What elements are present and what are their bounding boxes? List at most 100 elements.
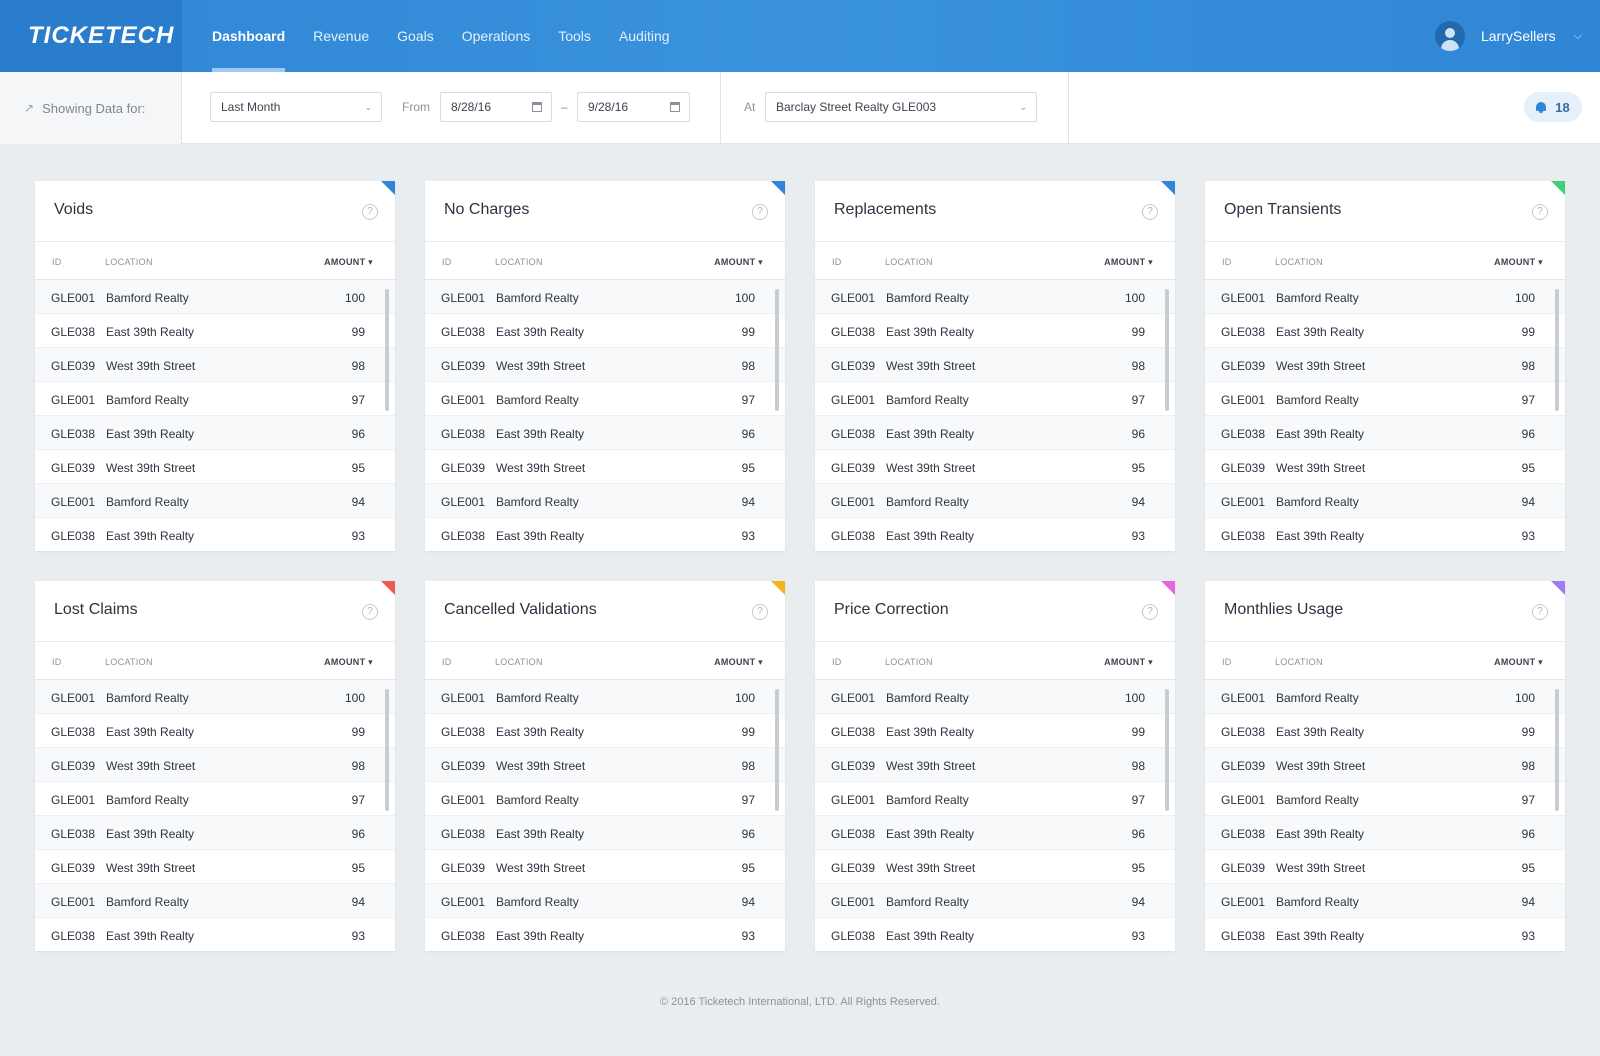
table-row[interactable]: GLE038 East 39th Realty 99 [1205, 314, 1565, 348]
table-row[interactable]: GLE038 East 39th Realty 96 [35, 816, 395, 850]
table-row[interactable]: GLE038 East 39th Realty 96 [35, 416, 395, 450]
table-row[interactable]: GLE001 Bamford Realty 97 [815, 382, 1175, 416]
table-row[interactable]: GLE038 East 39th Realty 93 [425, 918, 785, 951]
table-row[interactable]: GLE038 East 39th Realty 93 [815, 918, 1175, 951]
help-icon[interactable]: ? [752, 204, 768, 220]
user-menu[interactable]: LarrySellers ⌵ [1434, 0, 1582, 72]
table-row[interactable]: GLE001 Bamford Realty 94 [35, 484, 395, 518]
ticketech-logo[interactable]: TICKETECH [28, 22, 175, 49]
column-header-id[interactable]: ID [442, 257, 452, 267]
table-row[interactable]: GLE038 East 39th Realty 93 [35, 918, 395, 951]
table-row[interactable]: GLE038 East 39th Realty 93 [35, 518, 395, 551]
column-header-location[interactable]: LOCATION [885, 257, 933, 267]
table-row[interactable]: GLE039 West 39th Street 98 [1205, 348, 1565, 382]
username[interactable]: LarrySellers [1480, 28, 1556, 44]
table-row[interactable]: GLE001 Bamford Realty 100 [1205, 280, 1565, 314]
help-icon[interactable]: ? [1142, 604, 1158, 620]
column-header-amount[interactable]: AMOUNT ▾ [1104, 257, 1153, 267]
table-row[interactable]: GLE038 East 39th Realty 96 [1205, 416, 1565, 450]
table-row[interactable]: GLE038 East 39th Realty 96 [815, 416, 1175, 450]
table-row[interactable]: GLE001 Bamford Realty 94 [815, 484, 1175, 518]
table-row[interactable]: GLE001 Bamford Realty 100 [425, 680, 785, 714]
column-header-location[interactable]: LOCATION [495, 257, 543, 267]
table-row[interactable]: GLE001 Bamford Realty 94 [35, 884, 395, 918]
table-row[interactable]: GLE039 West 39th Street 95 [35, 450, 395, 484]
column-header-amount[interactable]: AMOUNT ▾ [1494, 257, 1543, 267]
column-header-id[interactable]: ID [442, 657, 452, 667]
table-row[interactable]: GLE039 West 39th Street 95 [815, 850, 1175, 884]
table-row[interactable]: GLE001 Bamford Realty 97 [1205, 382, 1565, 416]
location-select[interactable]: Barclay Street Realty GLE003 ⌄ [765, 92, 1037, 122]
table-row[interactable]: GLE038 East 39th Realty 99 [35, 714, 395, 748]
table-row[interactable]: GLE039 West 39th Street 95 [1205, 450, 1565, 484]
table-row[interactable]: GLE001 Bamford Realty 94 [815, 884, 1175, 918]
table-row[interactable]: GLE038 East 39th Realty 99 [425, 714, 785, 748]
column-header-id[interactable]: ID [1222, 657, 1232, 667]
column-header-amount[interactable]: AMOUNT ▾ [714, 657, 763, 667]
table-row[interactable]: GLE039 West 39th Street 98 [425, 348, 785, 382]
table-row[interactable]: GLE038 East 39th Realty 93 [1205, 918, 1565, 951]
scrollbar[interactable] [775, 289, 779, 411]
column-header-id[interactable]: ID [832, 657, 842, 667]
table-row[interactable]: GLE039 West 39th Street 98 [425, 748, 785, 782]
table-row[interactable]: GLE001 Bamford Realty 100 [35, 280, 395, 314]
scrollbar[interactable] [385, 689, 389, 811]
table-row[interactable]: GLE038 East 39th Realty 99 [425, 314, 785, 348]
table-row[interactable]: GLE001 Bamford Realty 97 [35, 782, 395, 816]
column-header-amount[interactable]: AMOUNT ▾ [714, 257, 763, 267]
table-row[interactable]: GLE001 Bamford Realty 97 [425, 382, 785, 416]
table-row[interactable]: GLE001 Bamford Realty 100 [425, 280, 785, 314]
table-row[interactable]: GLE001 Bamford Realty 100 [815, 280, 1175, 314]
column-header-amount[interactable]: AMOUNT ▾ [1104, 657, 1153, 667]
table-row[interactable]: GLE001 Bamford Realty 100 [1205, 680, 1565, 714]
column-header-id[interactable]: ID [1222, 257, 1232, 267]
column-header-location[interactable]: LOCATION [495, 657, 543, 667]
table-row[interactable]: GLE039 West 39th Street 98 [815, 348, 1175, 382]
help-icon[interactable]: ? [752, 604, 768, 620]
scrollbar[interactable] [1165, 689, 1169, 811]
column-header-amount[interactable]: AMOUNT ▾ [324, 657, 373, 667]
nav-operations[interactable]: Operations [461, 28, 531, 44]
scrollbar[interactable] [775, 689, 779, 811]
table-row[interactable]: GLE001 Bamford Realty 94 [1205, 484, 1565, 518]
help-icon[interactable]: ? [1532, 204, 1548, 220]
scrollbar[interactable] [385, 289, 389, 411]
table-row[interactable]: GLE039 West 39th Street 98 [1205, 748, 1565, 782]
help-icon[interactable]: ? [362, 204, 378, 220]
nav-dashboard[interactable]: Dashboard [196, 0, 301, 72]
notifications-badge[interactable]: 18 [1524, 92, 1582, 122]
scrollbar[interactable] [1555, 689, 1559, 811]
table-row[interactable]: GLE001 Bamford Realty 97 [425, 782, 785, 816]
calendar-icon[interactable] [532, 102, 542, 112]
nav-auditing[interactable]: Auditing [618, 28, 670, 44]
column-header-location[interactable]: LOCATION [105, 657, 153, 667]
table-row[interactable]: GLE001 Bamford Realty 97 [815, 782, 1175, 816]
column-header-id[interactable]: ID [832, 257, 842, 267]
column-header-location[interactable]: LOCATION [105, 257, 153, 267]
table-row[interactable]: GLE039 West 39th Street 98 [815, 748, 1175, 782]
table-row[interactable]: GLE038 East 39th Realty 96 [425, 416, 785, 450]
table-row[interactable]: GLE039 West 39th Street 95 [1205, 850, 1565, 884]
column-header-amount[interactable]: AMOUNT ▾ [324, 257, 373, 267]
column-header-id[interactable]: ID [52, 257, 62, 267]
table-row[interactable]: GLE039 West 39th Street 95 [815, 450, 1175, 484]
table-row[interactable]: GLE039 West 39th Street 95 [425, 850, 785, 884]
table-row[interactable]: GLE001 Bamford Realty 100 [815, 680, 1175, 714]
chevron-down-icon[interactable]: ⌵ [1573, 29, 1582, 42]
nav-goals[interactable]: Goals [397, 28, 434, 44]
column-header-id[interactable]: ID [52, 657, 62, 667]
nav-revenue[interactable]: Revenue [313, 28, 370, 44]
table-row[interactable]: GLE001 Bamford Realty 94 [425, 884, 785, 918]
calendar-icon[interactable] [670, 102, 680, 112]
table-row[interactable]: GLE038 East 39th Realty 99 [1205, 714, 1565, 748]
table-row[interactable]: GLE038 East 39th Realty 93 [815, 518, 1175, 551]
column-header-location[interactable]: LOCATION [885, 657, 933, 667]
scrollbar[interactable] [1165, 289, 1169, 411]
table-row[interactable]: GLE038 East 39th Realty 96 [1205, 816, 1565, 850]
table-row[interactable]: GLE001 Bamford Realty 97 [1205, 782, 1565, 816]
help-icon[interactable]: ? [362, 604, 378, 620]
column-header-location[interactable]: LOCATION [1275, 257, 1323, 267]
table-row[interactable]: GLE038 East 39th Realty 99 [35, 314, 395, 348]
column-header-amount[interactable]: AMOUNT ▾ [1494, 657, 1543, 667]
table-row[interactable]: GLE039 West 39th Street 95 [35, 850, 395, 884]
